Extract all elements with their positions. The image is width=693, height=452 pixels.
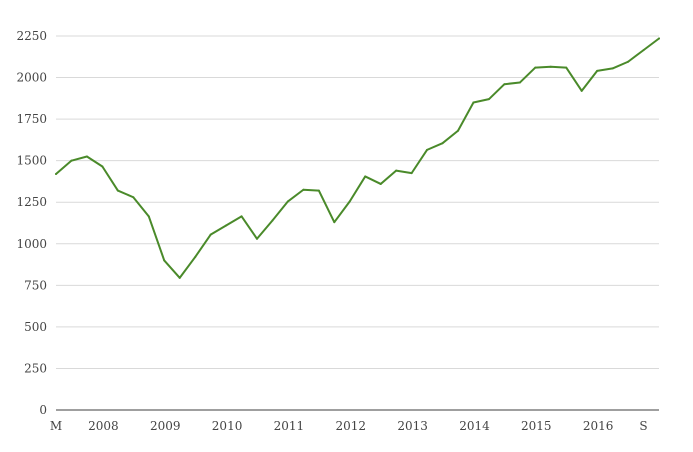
data-point <box>348 200 351 203</box>
data-point <box>658 37 660 40</box>
data-point <box>487 98 490 101</box>
data-point <box>194 256 197 259</box>
data-point <box>410 172 413 175</box>
y-axis-ticks: 0 250 500 750 1000 1250 1500 1750 2000 2250 <box>16 29 47 417</box>
data-point <box>627 60 630 63</box>
data-point <box>426 148 429 151</box>
data-point <box>209 233 212 236</box>
y-tick-label: 750 <box>24 278 47 292</box>
data-point <box>565 66 568 69</box>
y-tick-label: 500 <box>24 320 47 334</box>
x-tick-label: 2016 <box>583 419 614 433</box>
data-point <box>503 83 506 86</box>
data-point <box>596 69 599 72</box>
y-tick-label: 1250 <box>16 195 47 209</box>
y-tick-label: 250 <box>24 361 47 375</box>
y-tick-label: 2000 <box>16 71 47 85</box>
data-point <box>286 200 289 203</box>
data-point <box>611 67 614 70</box>
y-tick-label: 1500 <box>16 154 47 168</box>
data-point <box>132 196 135 199</box>
x-tick-label: 2014 <box>459 419 490 433</box>
data-point <box>256 237 258 240</box>
data-point <box>472 101 475 104</box>
x-tick-label: 2012 <box>335 419 366 433</box>
data-point <box>518 81 521 84</box>
x-tick-label: M <box>50 419 62 433</box>
y-tick-label: 0 <box>39 403 47 417</box>
x-axis-ticks: M 2008 2009 2010 2011 2012 2013 2014 2015 2016 S <box>50 419 648 433</box>
data-point <box>240 215 243 218</box>
data-point <box>379 182 382 185</box>
data-point <box>147 215 150 218</box>
data-point <box>549 65 552 68</box>
data-point <box>317 189 320 192</box>
y-tick-label: 1750 <box>16 112 47 126</box>
data-point <box>364 175 367 178</box>
x-tick-label: 2011 <box>274 419 305 433</box>
data-point <box>70 159 73 162</box>
data-point <box>271 219 274 222</box>
data-point <box>534 66 537 69</box>
x-tick-label: 2008 <box>88 419 119 433</box>
data-point <box>55 172 57 175</box>
data-point <box>178 276 181 279</box>
data-point <box>441 142 444 145</box>
series-layer <box>55 37 660 279</box>
data-point <box>163 259 166 262</box>
data-point <box>580 89 583 92</box>
data-point <box>85 155 88 158</box>
data-point <box>395 169 398 172</box>
y-tick-label: 2250 <box>16 29 47 43</box>
series-line <box>55 37 660 279</box>
gridlines <box>56 35 659 369</box>
data-point <box>225 224 228 227</box>
data-point <box>302 188 305 191</box>
x-tick-label: S <box>639 419 647 433</box>
y-tick-label: 1000 <box>16 237 47 251</box>
data-point <box>116 189 119 192</box>
data-point <box>101 165 104 168</box>
data-point <box>642 49 645 52</box>
data-point <box>333 221 336 224</box>
x-tick-label: 2013 <box>397 419 428 433</box>
x-tick-label: 2010 <box>212 419 243 433</box>
x-tick-label: 2009 <box>150 419 181 433</box>
data-point <box>457 129 459 132</box>
x-tick-label: 2015 <box>521 419 552 433</box>
